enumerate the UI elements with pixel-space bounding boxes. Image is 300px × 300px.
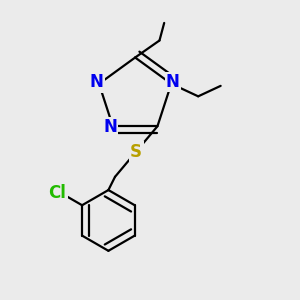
Text: N: N xyxy=(166,73,180,91)
Text: Cl: Cl xyxy=(48,184,66,202)
Text: N: N xyxy=(103,118,117,136)
Text: S: S xyxy=(130,142,142,160)
Text: N: N xyxy=(89,74,103,92)
